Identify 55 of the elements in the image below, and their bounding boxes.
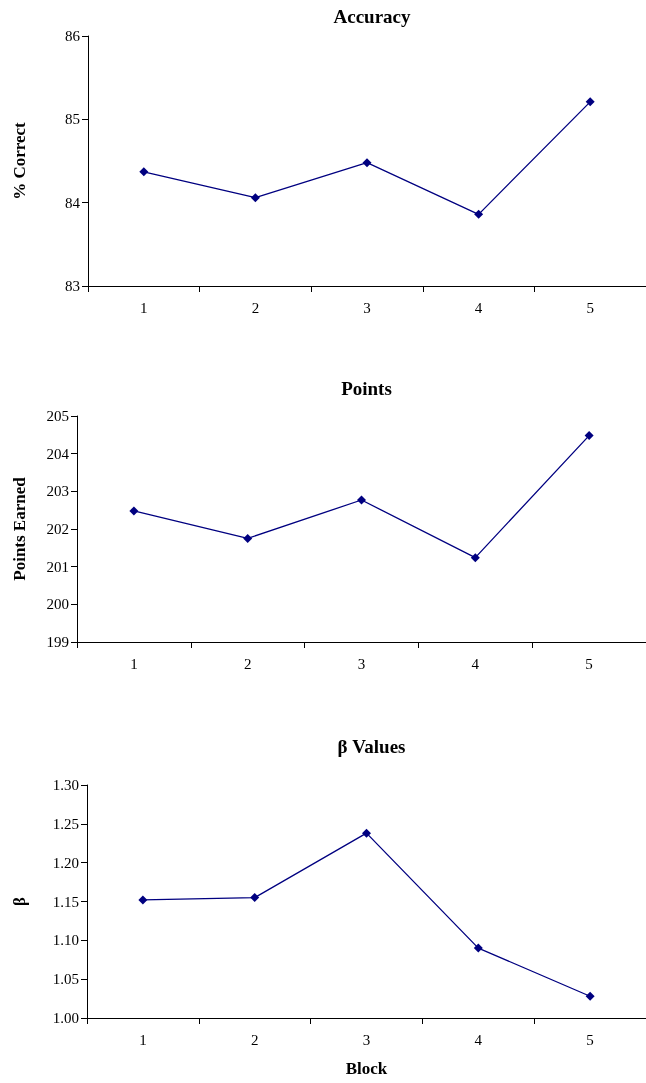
point [470,553,480,563]
y-tick-label: 1.05 [52,971,79,988]
x-tick-label: 3 [362,1031,371,1048]
point [362,828,371,838]
point [362,158,372,168]
y-tick-label: 85 [65,111,80,128]
point [138,895,148,905]
y-axis-title: Points Earned [10,476,29,581]
point [474,209,484,219]
y-tick-label: 203 [46,483,69,500]
point [473,943,483,953]
x-tick-label: 4 [471,655,480,672]
point [585,97,595,107]
x-tick-label: 5 [585,655,593,672]
point [585,991,595,1001]
y-tick-label: 200 [46,596,69,613]
x-tick-label: 5 [586,1031,594,1048]
y-tick-label: 83 [65,278,80,294]
point [129,506,139,516]
x-tick-label: 5 [586,299,594,316]
y-axis-title: β [10,896,29,906]
point [584,431,594,441]
point [250,893,260,903]
y-tick-label: 84 [65,194,81,211]
chart-title: β Values [337,736,406,757]
x-tick-label: 3 [363,299,371,316]
y-axis-title: % Correct [10,121,29,200]
x-tick-label: 3 [357,655,366,672]
chart-title: Accuracy [333,6,411,27]
point [243,533,253,543]
y-tick-label: 1.25 [52,815,79,832]
y-tick-label: 201 [46,558,69,575]
point [250,193,260,203]
y-tick-label: 1.10 [52,932,79,949]
chart-title: Points [341,378,392,399]
y-tick-label: 204 [46,445,70,462]
x-tick-label: 2 [250,1031,259,1048]
y-tick-label: 1.15 [52,893,79,910]
x-tick-label: 2 [243,655,252,672]
x-tick-label: 1 [140,299,148,316]
x-tick-label: 1 [130,655,138,672]
x-tick-label: 1 [139,1031,147,1048]
x-axis-title: Block [345,1059,388,1078]
y-tick-label: 86 [65,28,81,44]
x-tick-label: 4 [474,1031,483,1048]
point [357,495,366,505]
y-tick-label: 1.00 [52,1010,79,1026]
x-tick-label: 2 [251,299,260,316]
x-tick-label: 4 [474,299,483,316]
y-tick-label: 199 [46,634,69,650]
point [139,167,149,177]
y-tick-label: 1.30 [52,777,79,793]
y-tick-label: 205 [46,408,69,424]
y-tick-label: 202 [46,521,69,537]
y-tick-label: 1.20 [52,854,79,871]
